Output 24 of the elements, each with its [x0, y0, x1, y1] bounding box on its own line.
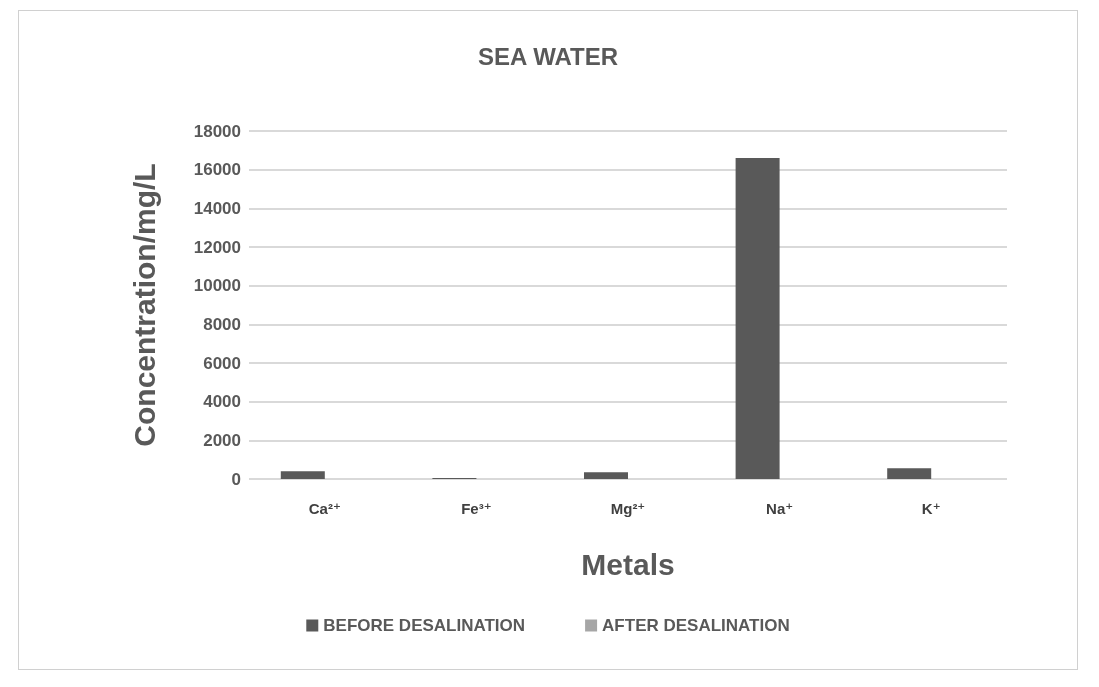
- y-tick-label: 18000: [193, 121, 241, 141]
- legend-label: BEFORE DESALINATION: [323, 616, 526, 635]
- bar: [280, 471, 325, 479]
- x-tick-label: Fe³⁺: [461, 500, 492, 517]
- y-tick-label: 10000: [193, 276, 241, 296]
- y-tick-label: 4000: [203, 392, 241, 412]
- y-tick-label: 12000: [193, 237, 241, 257]
- y-tick-label: 16000: [193, 160, 241, 180]
- bar: [584, 472, 628, 479]
- bar: [887, 468, 932, 479]
- y-tick-label: 2000: [203, 430, 241, 450]
- x-tick-label: Ca²⁺: [308, 500, 341, 517]
- y-axis-title: Concentration/mg/L: [127, 163, 161, 447]
- x-tick-label: Na⁺: [766, 500, 794, 517]
- x-tick-label: K⁺: [921, 500, 941, 517]
- bar: [735, 158, 780, 479]
- y-tick-label: 8000: [203, 314, 241, 334]
- chart-title: SEA WATER: [477, 42, 619, 70]
- y-tick-label: 14000: [193, 198, 241, 218]
- x-tick-label: Mg²⁺: [610, 500, 646, 517]
- x-axis-title: Metals: [581, 547, 675, 581]
- y-tick-label: 6000: [203, 353, 241, 373]
- y-tick-label: 0: [231, 469, 241, 489]
- legend-label: AFTER DESALINATION: [602, 616, 790, 635]
